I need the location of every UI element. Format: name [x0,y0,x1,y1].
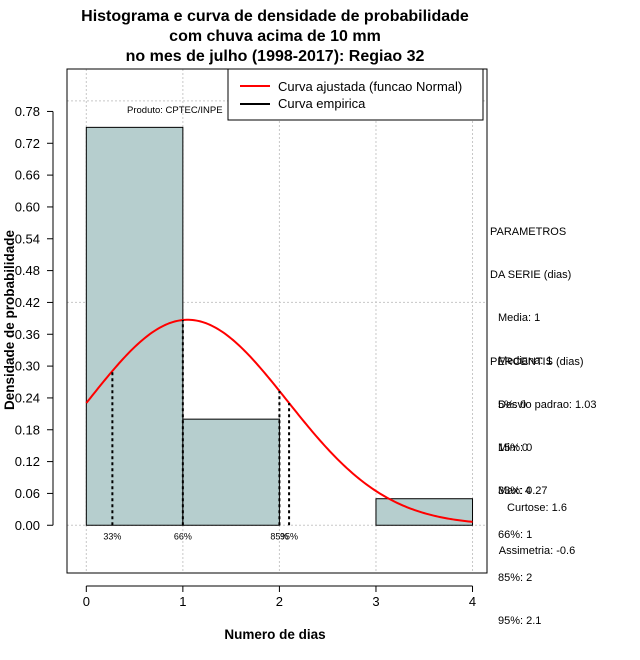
x-tick-label: 4 [469,594,476,609]
chart-title: Histograma e curva de densidade de proba… [81,8,469,65]
x-tick-label: 0 [83,594,90,609]
param-desvio-padrao: Desvio padrao: 1.03 [498,398,597,411]
params-title-2: DA SERIE (dias) [490,269,572,282]
percentil-95: 95%: 2.1 [498,615,542,628]
y-tick-label: 0.54 [15,231,40,246]
y-tick-label: 0.66 [15,168,40,183]
percentis-title: PERCENTIS (dias) [490,355,584,368]
assimetria-value: Assimetria: -0.6 [498,545,576,558]
x-tick-label: 2 [276,594,283,609]
y-tick-label: 0.72 [15,136,40,151]
percentile-label: 85% [270,531,288,541]
percentiles-panel: PERCENTIS (dias) 5%: 0 15%: 0 33%: 0.27 … [490,326,584,643]
y-tick-label: 0.60 [15,199,40,214]
axes-layer: 0.00 0.06 0.12 0.18 0.24 0.30 0.36 0.42 0.48 0.54… [15,104,476,609]
histogram-bar [182,418,280,526]
param-min: Min: 0 [498,441,528,454]
params-title-1: PARAMETROS [490,225,567,238]
y-tick-label: 0.00 [15,518,40,533]
y-tick-label: 0.78 [15,104,40,119]
percentil-15: 15%: 0 [498,442,533,455]
percentile-label: 95% [280,531,298,541]
percentil-85: 85%: 2 [498,571,533,584]
series-parameters-panel: PARAMETROS DA SERIE (dias) Media: 1 Medi… [490,196,596,513]
shape-stats-panel: Curtose: 1.6 Assimetria: -0.6 [494,472,580,573]
percentile-label: 66% [174,531,192,541]
y-tick-label: 0.06 [15,486,40,501]
x-tick-label: 3 [372,594,379,609]
y-tick-label: 0.42 [15,295,40,310]
x-axis-title: Numero de dias [224,627,325,642]
percentil-66: 66%: 1 [498,528,533,541]
y-tick-label: 0.48 [15,263,40,278]
chart-title-line-3: no mes de julho (1998-2017): Regiao 32 [126,48,425,65]
percentil-33: 33%: 0.27 [498,485,548,498]
percentile-markers: 33% 66% 85%95% [103,320,298,541]
y-tick-label: 0.24 [15,390,40,405]
histogram-bar [85,126,184,526]
y-tick-label: 0.30 [15,359,40,374]
percentile-label: 33% [103,531,121,541]
y-axis-title: Densidade de probabilidade [2,229,17,410]
y-tick-label: 0.12 [15,454,40,469]
product-label: Produto: CPTEC/INPE [127,105,223,116]
legend: Curva ajustada (funcao Normal) Curva emp… [227,68,484,121]
y-tick-label: 0.18 [15,422,40,437]
param-max: Max: 4 [498,485,532,498]
legend-label-empirical: Curva empirica [278,96,366,111]
percentil-5: 5%: 0 [498,399,527,412]
legend-label-normal: Curva ajustada (funcao Normal) [278,79,462,94]
param-media: Media: 1 [498,312,541,325]
curtose-value: Curtose: 1.6 [507,501,567,514]
y-tick-label: 0.36 [15,327,40,342]
x-tick-label: 1 [179,594,186,609]
histogram-bar [375,498,474,526]
chart-title-line-1: Histograma e curva de densidade de proba… [81,8,469,25]
param-mediana: Mediana: 1 [498,355,553,368]
chart-title-line-2: com chuva acima de 10 mm [169,28,381,45]
legend-box [227,68,484,121]
